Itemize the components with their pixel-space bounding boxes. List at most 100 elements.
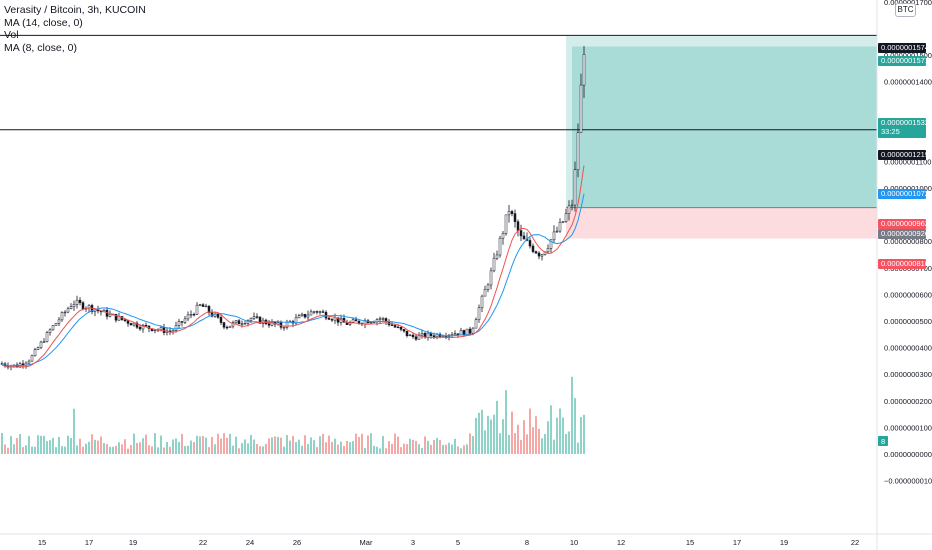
price-tick-label: 0.0000001000 — [884, 184, 932, 193]
volume-bar — [79, 438, 81, 454]
time-tick-label: 17 — [85, 538, 93, 547]
candle-body — [270, 321, 274, 326]
volume-bar — [289, 440, 291, 454]
price-tag — [878, 259, 926, 269]
volume-bar — [373, 445, 375, 454]
volume-bar — [271, 437, 273, 454]
volume-bar — [286, 435, 288, 454]
volume-bar — [583, 414, 585, 454]
volume-bar — [337, 444, 339, 454]
volume-bar — [154, 433, 156, 454]
legend-ma14[interactable]: MA (14, close, 0) — [4, 16, 83, 29]
legend-vol[interactable]: Vol — [4, 29, 19, 41]
candle-body — [555, 230, 559, 233]
candle-body — [570, 204, 574, 207]
candle-body — [234, 320, 238, 323]
volume-bar — [466, 444, 468, 454]
volume-bar — [61, 446, 63, 454]
candle-body — [135, 322, 139, 328]
candle-body — [162, 327, 166, 333]
candle-body — [42, 341, 46, 343]
volume-bars — [1, 376, 585, 454]
volume-bar — [499, 433, 501, 454]
legend-title[interactable]: Verasity / Bitcoin, 3h, KUCOIN — [4, 4, 146, 16]
volume-bar — [556, 417, 558, 454]
candle-body — [63, 311, 67, 314]
time-tick-label: 15 — [686, 538, 694, 547]
price-tag — [878, 219, 926, 229]
volume-bar — [421, 447, 423, 454]
volume-bar — [229, 433, 231, 454]
volume-bar — [13, 444, 15, 454]
candle-body — [378, 318, 382, 320]
candle-body — [183, 318, 187, 323]
volume-bar — [460, 448, 462, 454]
candle-body — [432, 335, 436, 338]
volume-bar — [529, 408, 531, 454]
volume-bar — [10, 436, 12, 454]
candle-body — [267, 323, 271, 326]
candle-body — [222, 322, 226, 328]
volume-bar — [217, 433, 219, 454]
candle-body — [159, 327, 163, 330]
candle-body — [153, 329, 157, 332]
volume-bar — [73, 408, 75, 454]
candle-body — [549, 239, 553, 249]
candle-body — [504, 214, 508, 234]
candle-body — [480, 295, 484, 309]
volume-bar — [97, 440, 99, 454]
volume-bar — [301, 445, 303, 454]
volume-bar — [115, 445, 117, 454]
candle-body — [78, 299, 82, 303]
candle-body — [171, 330, 175, 332]
candle-body — [237, 320, 241, 325]
price-tag — [878, 150, 926, 160]
horizontal-lines[interactable] — [0, 34, 877, 131]
volume-bar — [550, 405, 552, 454]
price-tick-label: 0.0000001100 — [884, 157, 931, 166]
volume-bar — [169, 446, 171, 454]
candle-body — [420, 333, 424, 336]
volume-bar — [142, 438, 144, 454]
price-tag — [878, 229, 926, 239]
currency-scale-button[interactable]: BTC — [895, 3, 916, 17]
candle-body — [57, 319, 61, 324]
candle-body — [477, 307, 481, 320]
volume-bar — [1, 432, 3, 454]
volume-bar — [577, 442, 579, 454]
candle-body — [336, 317, 340, 323]
volume-bar — [328, 435, 330, 454]
volume-bar — [277, 436, 279, 454]
candle-body — [309, 311, 313, 316]
volume-bar — [211, 437, 213, 454]
position-zones — [566, 36, 877, 239]
volume-bar — [457, 446, 459, 454]
volume-bar — [331, 441, 333, 454]
candle-body — [501, 232, 505, 239]
candle-body — [30, 355, 34, 362]
volume-bar — [55, 447, 57, 454]
price-tag-label: 0.0000001571 — [881, 56, 929, 65]
volume-bar — [160, 435, 162, 454]
volume-bar — [448, 442, 450, 454]
candle-body — [75, 299, 79, 305]
volume-bar — [112, 446, 114, 454]
volume-bar — [70, 438, 72, 454]
time-tick-label: 26 — [293, 538, 301, 547]
volume-bar — [442, 444, 444, 454]
time-tick-label: 19 — [129, 538, 137, 547]
candle-body — [546, 248, 550, 253]
volume-bar — [541, 438, 543, 454]
volume-bar — [559, 408, 561, 454]
candle-body — [27, 360, 31, 364]
candle-body — [348, 321, 352, 325]
volume-bar — [397, 436, 399, 454]
time-tick-label: 3 — [411, 538, 415, 547]
legend-ma8[interactable]: MA (8, close, 0) — [4, 41, 77, 54]
candle-body — [579, 84, 583, 133]
volume-tag-label: 8 — [881, 437, 885, 446]
volume-bar — [64, 446, 66, 454]
volume-bar — [562, 417, 564, 454]
candle-body — [354, 319, 358, 322]
